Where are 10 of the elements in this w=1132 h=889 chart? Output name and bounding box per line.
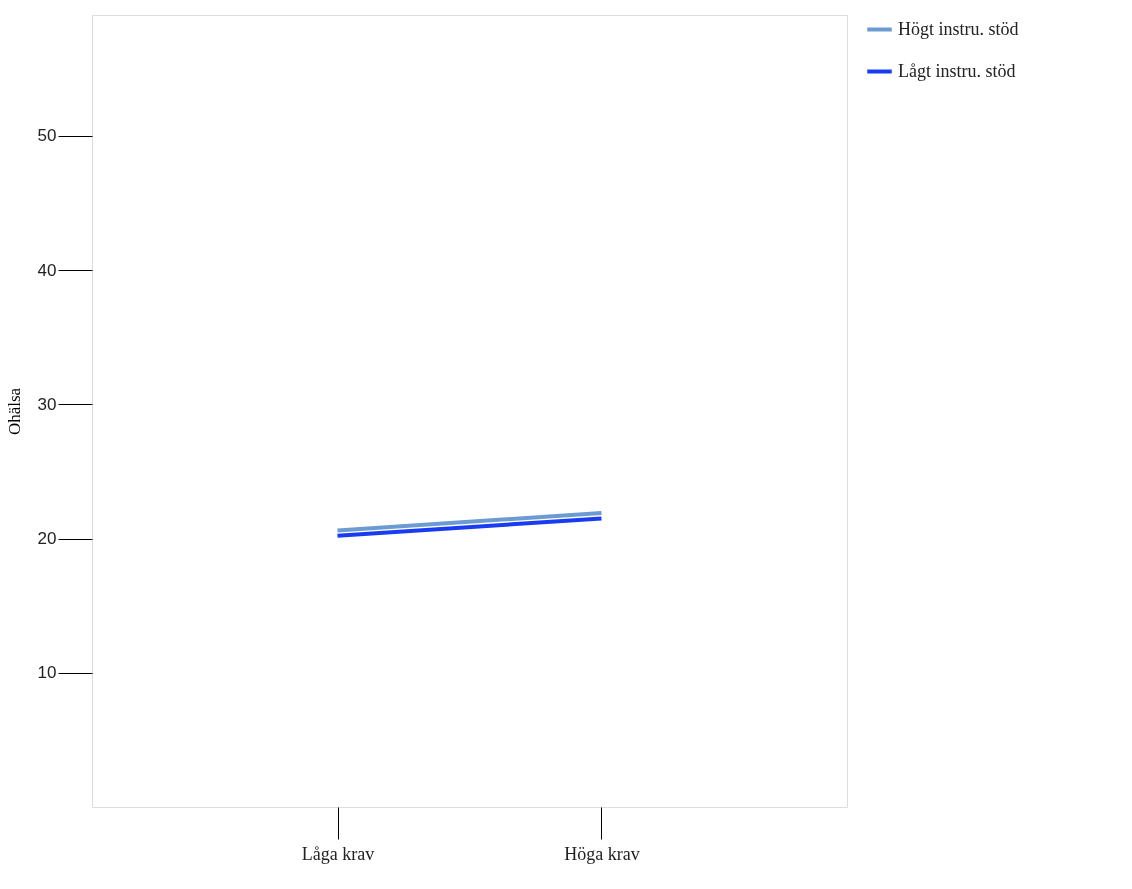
y-tick-label: 10: [37, 663, 57, 683]
y-tick-label: 40: [37, 260, 57, 280]
y-axis-title: Ohälsa: [4, 387, 24, 436]
y-tick-label: 20: [37, 529, 57, 549]
y-tick-label: 30: [37, 394, 57, 414]
x-tick-label: Låga krav: [301, 843, 375, 864]
x-tick-label: Höga krav: [564, 843, 640, 864]
legend-label: Lågt instru. stöd: [898, 60, 1016, 81]
y-tick-label: 50: [37, 126, 57, 146]
legend-label: Högt instru. stöd: [898, 18, 1019, 39]
